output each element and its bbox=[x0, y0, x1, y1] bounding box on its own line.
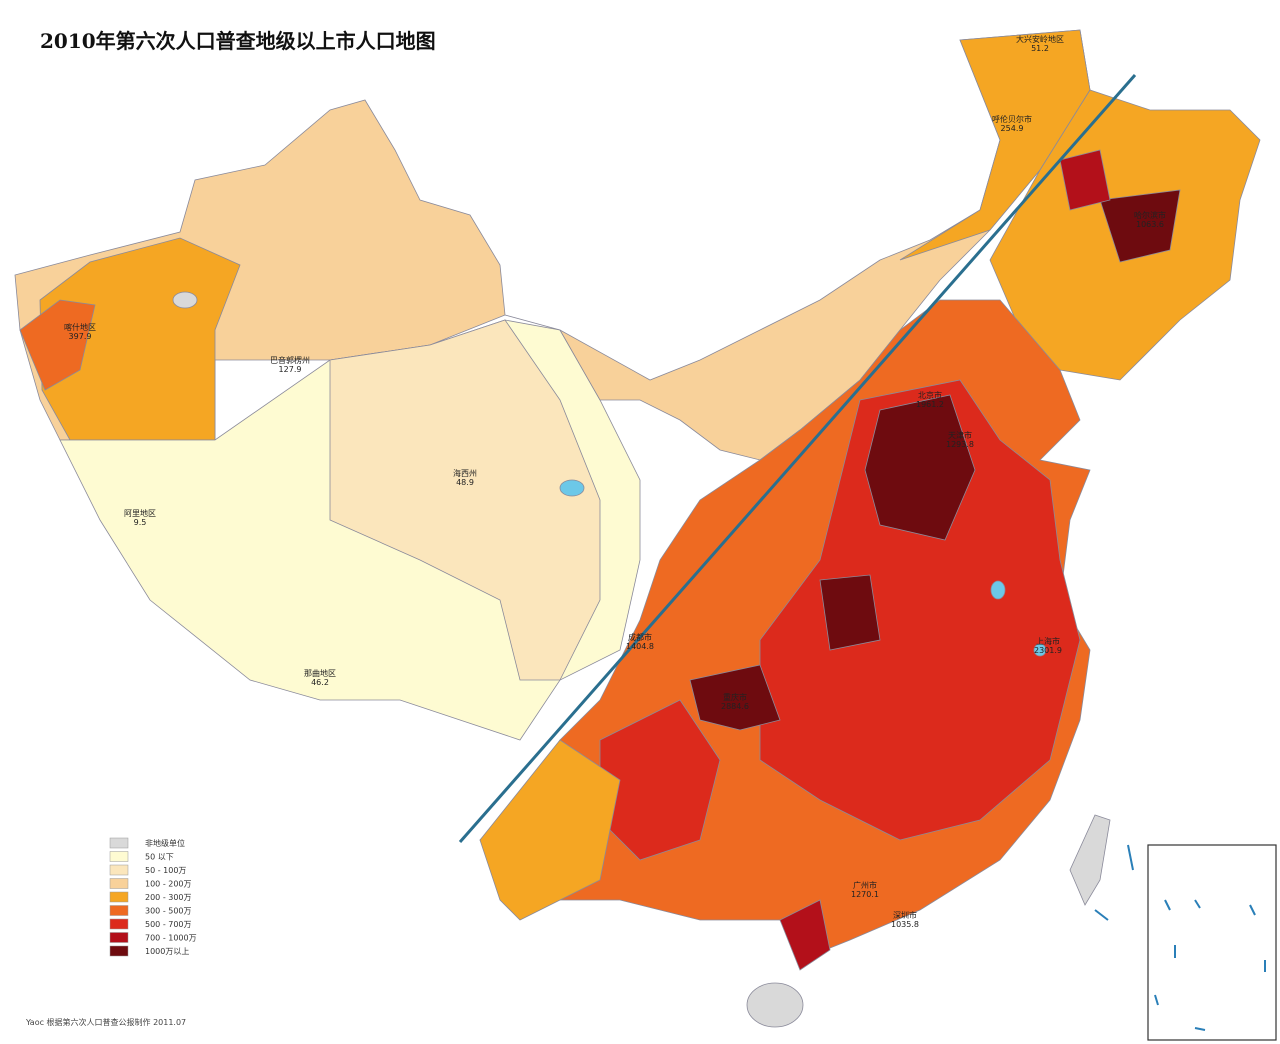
region-value: 2301.9 bbox=[1034, 646, 1062, 655]
lake bbox=[1033, 643, 1047, 657]
hainan bbox=[746, 982, 804, 1028]
border-dash bbox=[1249, 904, 1256, 916]
legend-swatch bbox=[109, 837, 129, 849]
legend-label: 50 - 100万 bbox=[145, 866, 186, 875]
legend-label: 700 - 1000万 bbox=[145, 934, 197, 943]
region-value: 51.2 bbox=[1031, 44, 1049, 53]
region bbox=[1099, 189, 1181, 263]
region-value: 127.9 bbox=[279, 365, 302, 374]
border-dash bbox=[1194, 899, 1201, 909]
region-value: 9.5 bbox=[134, 518, 147, 527]
region-name: 大兴安岭地区 bbox=[1016, 34, 1064, 44]
region-value: 397.9 bbox=[69, 332, 92, 341]
legend-swatch bbox=[109, 945, 129, 957]
legend-swatch bbox=[109, 918, 129, 930]
region-name: 广州市 bbox=[853, 880, 877, 890]
region-name: 重庆市 bbox=[723, 692, 747, 702]
map-title: 2010年第六次人口普查地级以上市人口地图 bbox=[40, 29, 436, 53]
taiwan bbox=[1069, 814, 1111, 906]
legend-swatch bbox=[109, 905, 129, 916]
border-dash bbox=[1127, 844, 1134, 871]
legend-swatch bbox=[109, 851, 129, 862]
region-value: 254.9 bbox=[1001, 124, 1024, 133]
region-name: 上海市 bbox=[1036, 636, 1060, 646]
region-name: 阿里地区 bbox=[124, 508, 156, 518]
credit: Yaoc 根据第六次人口普查公报制作 2011.07 bbox=[25, 1017, 186, 1027]
region-name: 喀什地区 bbox=[64, 322, 96, 332]
inset-islands bbox=[1094, 844, 1266, 1031]
region-value: 1063.6 bbox=[1136, 220, 1164, 229]
region bbox=[479, 739, 621, 921]
region bbox=[759, 379, 1081, 841]
legend-label: 300 - 500万 bbox=[145, 907, 192, 916]
region bbox=[864, 394, 976, 541]
lake bbox=[172, 291, 198, 309]
border-dash bbox=[1164, 899, 1171, 911]
inset-frame bbox=[1147, 844, 1277, 1041]
lake bbox=[559, 479, 585, 497]
border-dash bbox=[1154, 994, 1159, 1006]
region bbox=[39, 237, 241, 441]
region-name: 成都市 bbox=[628, 632, 652, 642]
legend-label: 100 - 200万 bbox=[145, 880, 192, 889]
legend-swatch bbox=[109, 891, 129, 903]
legend: 非地级单位 50 以下 50 - 100万 100 - 200万 200 - 300万 3… bbox=[109, 837, 197, 957]
region-name: 呼伦贝尔市 bbox=[992, 114, 1032, 124]
border-dash bbox=[1094, 909, 1109, 921]
region-name: 哈尔滨市 bbox=[1134, 210, 1166, 220]
legend-label: 非地级单位 bbox=[145, 838, 185, 848]
legend-label: 1000万以上 bbox=[145, 947, 189, 956]
regions bbox=[14, 29, 1261, 1028]
legend-swatch bbox=[109, 878, 129, 889]
region-value: 1035.8 bbox=[891, 920, 919, 929]
legend-label: 200 - 300万 bbox=[145, 893, 192, 902]
region-name: 北京市 bbox=[918, 390, 942, 400]
region bbox=[779, 899, 831, 971]
region-value: 48.9 bbox=[456, 478, 474, 487]
lake bbox=[990, 580, 1006, 600]
region-name: 那曲地区 bbox=[304, 668, 336, 678]
region bbox=[689, 664, 781, 731]
legend-swatch bbox=[109, 864, 129, 876]
legend-label: 500 - 700万 bbox=[145, 920, 192, 929]
region bbox=[899, 29, 1091, 261]
legend-swatch bbox=[109, 932, 129, 943]
region-value: 46.2 bbox=[311, 678, 329, 687]
legend-label: 50 以下 bbox=[145, 853, 174, 862]
region-value: 2884.6 bbox=[721, 702, 749, 711]
region bbox=[819, 574, 881, 651]
region-value: 1404.8 bbox=[626, 642, 654, 651]
region-value: 1961.2 bbox=[916, 400, 944, 409]
region-value: 1293.8 bbox=[946, 440, 974, 449]
region-name: 深圳市 bbox=[893, 910, 917, 920]
region bbox=[329, 319, 601, 681]
region-name: 天津市 bbox=[948, 430, 972, 440]
hu-line bbox=[458, 74, 1137, 843]
region bbox=[19, 299, 96, 391]
region-name: 海西州 bbox=[453, 468, 477, 478]
border-dash bbox=[1194, 1027, 1206, 1031]
region bbox=[1059, 149, 1111, 211]
region-value: 1270.1 bbox=[851, 890, 879, 899]
region-name: 巴音郭楞州 bbox=[270, 355, 310, 365]
